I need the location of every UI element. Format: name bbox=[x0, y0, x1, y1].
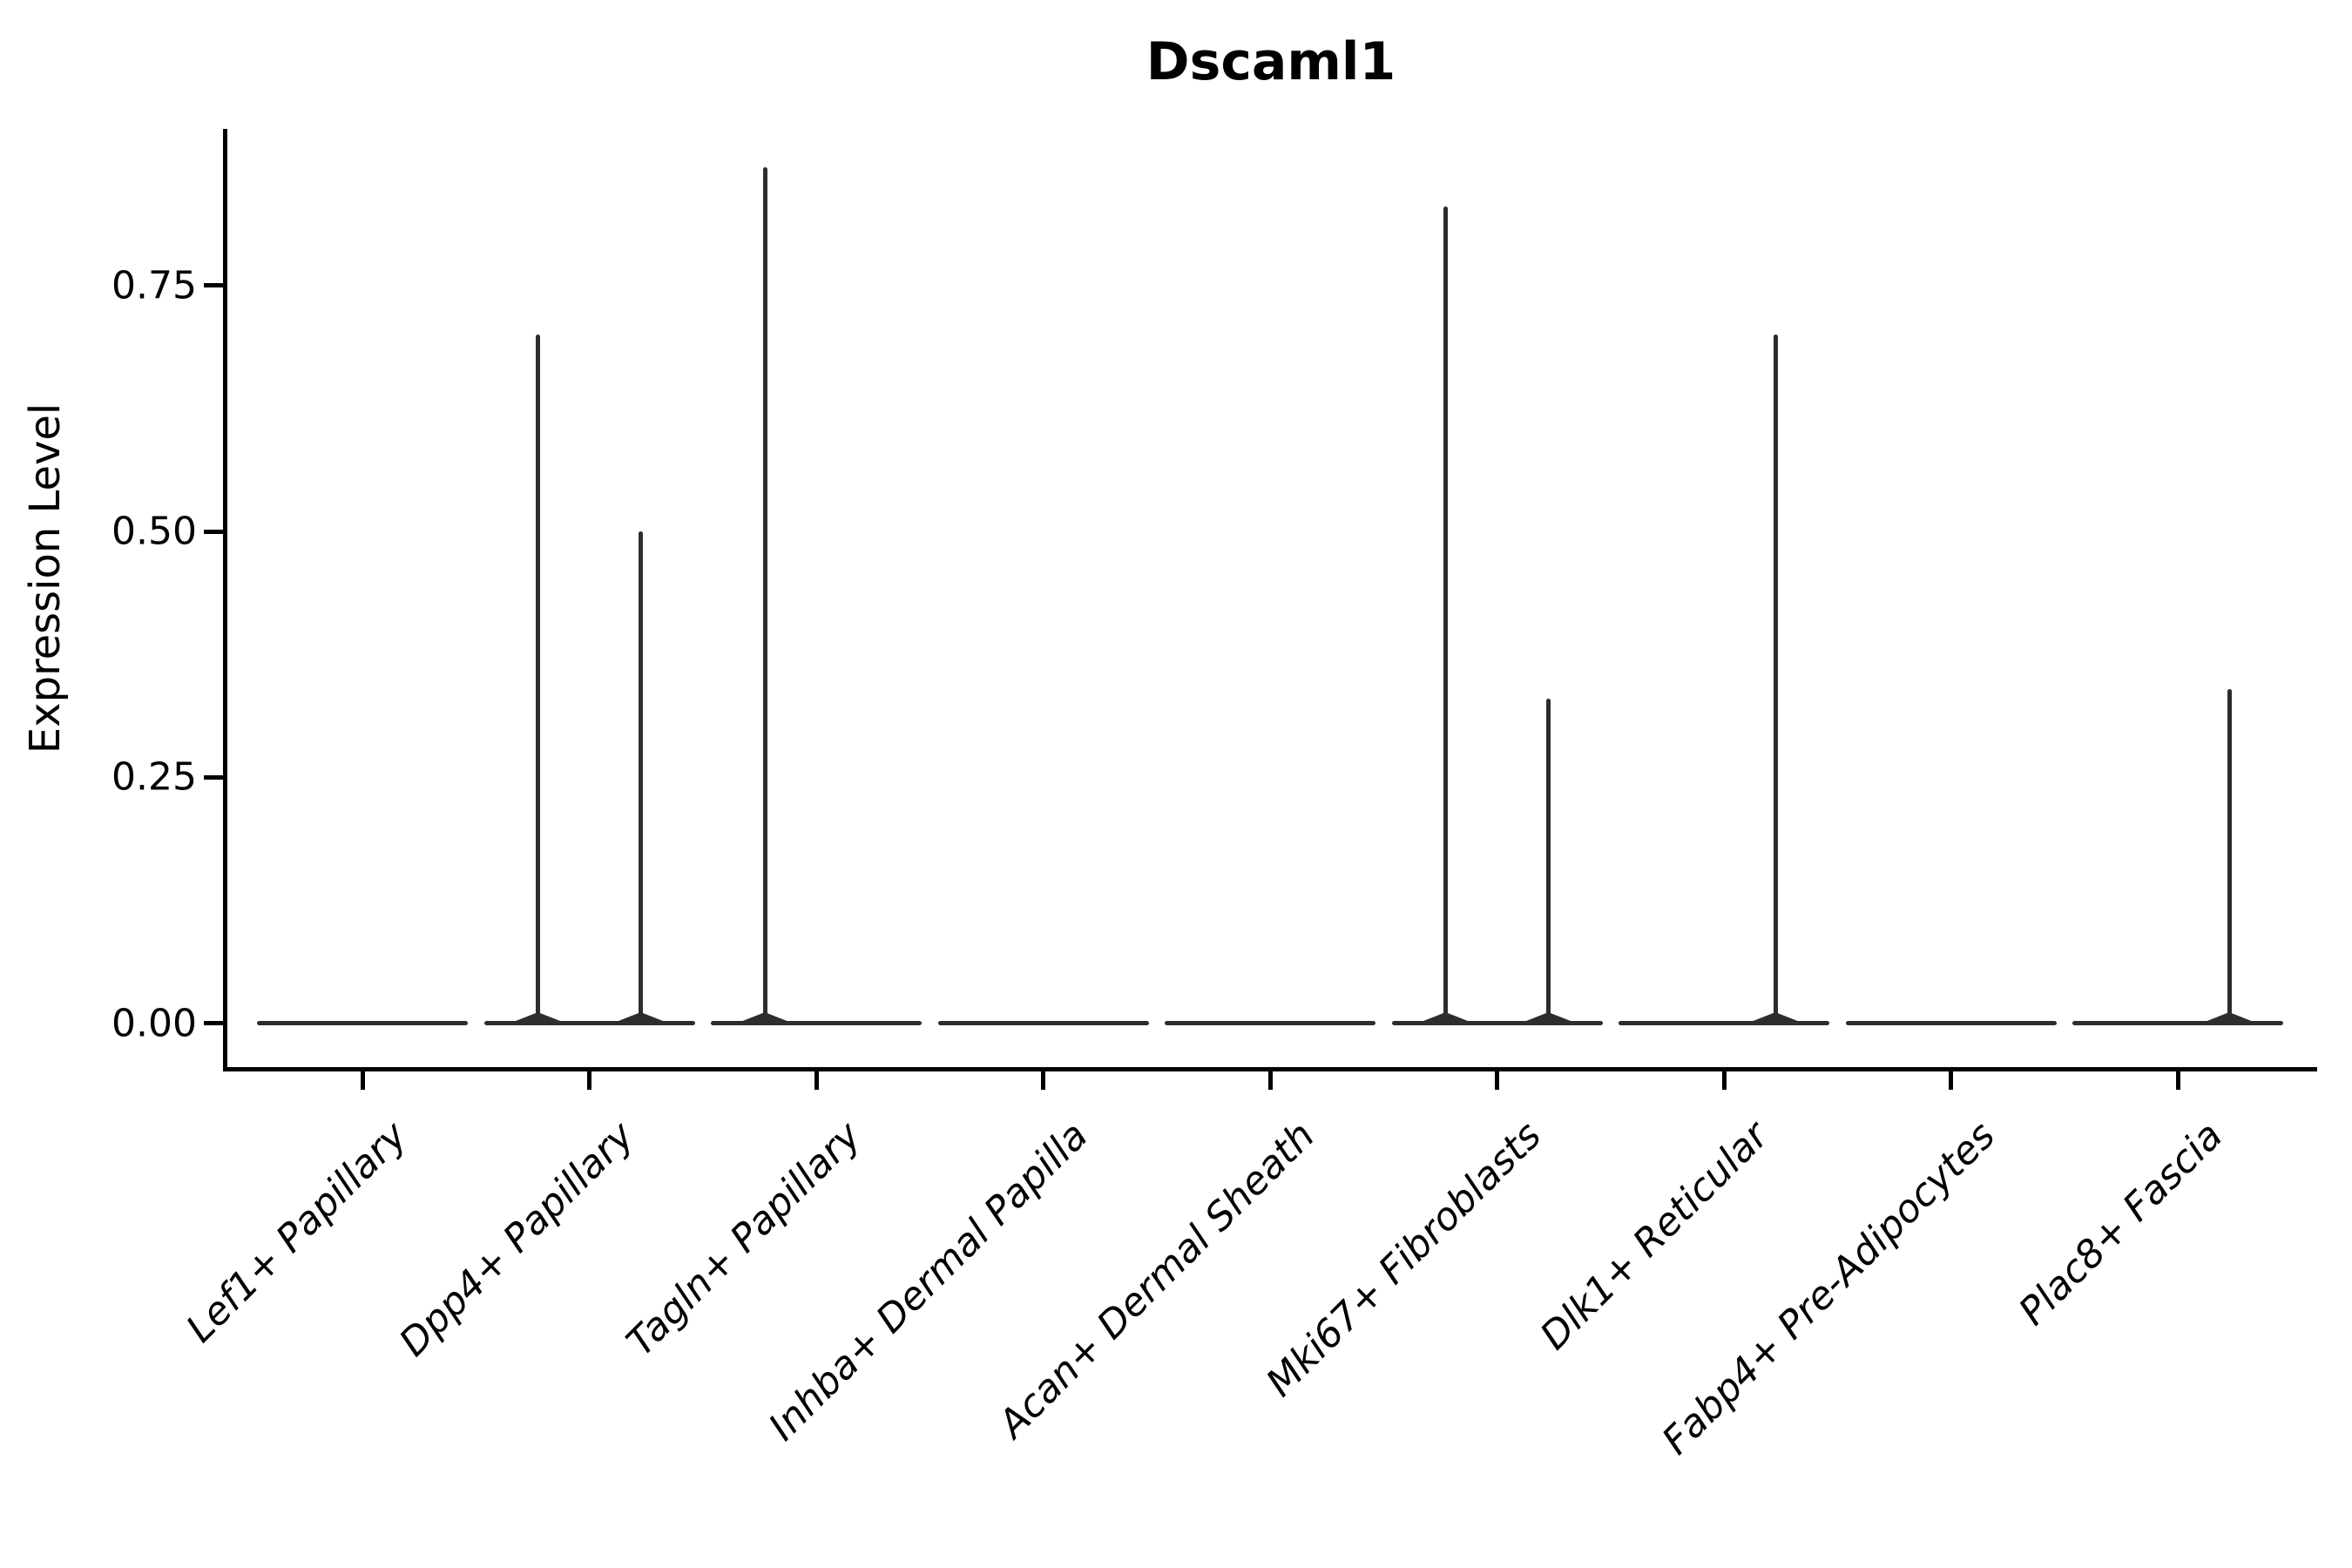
violin-spike-flare bbox=[2205, 1012, 2254, 1022]
violin-spike bbox=[1443, 206, 1448, 1024]
y-axis-line bbox=[223, 129, 227, 1071]
violin-spike-flare bbox=[1421, 1012, 1470, 1022]
y-tick-mark bbox=[204, 529, 223, 534]
chart-title: Dscaml1 bbox=[1146, 31, 1396, 92]
y-tick-mark bbox=[204, 1021, 223, 1025]
y-tick-label: 0.00 bbox=[112, 1001, 197, 1045]
violin-base bbox=[1391, 1021, 1603, 1025]
violin-spike bbox=[536, 335, 540, 1024]
violin-spike-flare bbox=[513, 1012, 563, 1022]
x-tick-mark bbox=[1041, 1071, 1045, 1090]
violin-spike-flare bbox=[1751, 1012, 1800, 1022]
x-tick-mark bbox=[1949, 1071, 1953, 1090]
violin-base bbox=[1845, 1021, 2057, 1025]
x-tick-mark bbox=[2175, 1071, 2180, 1090]
x-tick-label: Dlk1+ Reticular bbox=[1531, 1113, 1778, 1359]
violin-spike bbox=[2227, 688, 2232, 1024]
x-tick-label: Lef1+ Papillary bbox=[178, 1113, 416, 1352]
y-tick-mark bbox=[204, 774, 223, 780]
x-tick-label: Dpp4+ Papillary bbox=[390, 1113, 643, 1366]
violin-spike-flare bbox=[1524, 1012, 1573, 1022]
x-tick-mark bbox=[587, 1071, 591, 1090]
violin-spike bbox=[1546, 698, 1551, 1024]
x-axis-line bbox=[223, 1067, 2317, 1071]
violin-base bbox=[711, 1021, 922, 1025]
violin-spike bbox=[639, 531, 643, 1024]
violin-base bbox=[257, 1021, 468, 1025]
violin-base bbox=[1619, 1021, 1829, 1025]
y-tick-label: 0.50 bbox=[112, 509, 197, 554]
x-tick-mark bbox=[1495, 1071, 1499, 1090]
violin-base bbox=[483, 1021, 695, 1025]
y-tick-label: 0.25 bbox=[112, 754, 197, 800]
x-tick-label: Tagln+ Papillary bbox=[618, 1113, 870, 1365]
violin-spike bbox=[762, 167, 767, 1024]
x-tick-mark bbox=[1721, 1071, 1727, 1090]
x-tick-mark bbox=[360, 1071, 365, 1090]
violin-spike-flare bbox=[740, 1012, 789, 1022]
y-tick-mark bbox=[204, 283, 223, 288]
y-axis-label: Expression Level bbox=[21, 402, 70, 754]
y-tick-label: 0.75 bbox=[112, 263, 197, 308]
violin-spike bbox=[1773, 335, 1778, 1024]
x-tick-mark bbox=[814, 1071, 819, 1090]
violin-base bbox=[937, 1021, 1149, 1025]
violin-base bbox=[1165, 1021, 1375, 1025]
violin-base bbox=[2072, 1021, 2283, 1025]
x-tick-label: Plac8+ Fascia bbox=[2010, 1113, 2232, 1335]
violin-spike-flare bbox=[616, 1012, 666, 1022]
x-tick-mark bbox=[1267, 1071, 1273, 1090]
